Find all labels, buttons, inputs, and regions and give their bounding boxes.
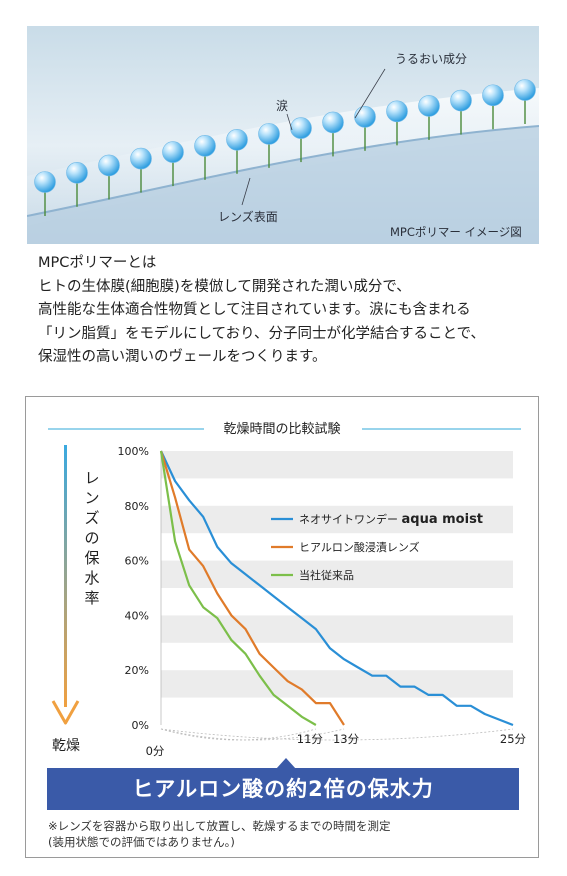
legend-label-1: ヒアルロン酸浸漬レンズ bbox=[299, 540, 420, 554]
y-axis-label-char: 保 bbox=[84, 549, 99, 567]
y-axis-label-char: 水 bbox=[84, 569, 99, 587]
y-axis-label-char: レ bbox=[84, 469, 99, 487]
y-tick-label: 100% bbox=[118, 445, 149, 458]
polymer-molecules bbox=[34, 79, 536, 216]
y-tick-label: 60% bbox=[125, 555, 149, 568]
chart-title: 乾燥時間の比較試験 bbox=[223, 421, 340, 437]
x-tick-label: 25分 bbox=[500, 732, 527, 746]
molecule-ball bbox=[130, 147, 152, 170]
y-tick-label: 0% bbox=[132, 719, 149, 732]
moisture-arrow-shaft bbox=[64, 445, 67, 707]
footnote: ※レンズを容器から取り出して放置し、乾燥するまでの時間を測定 (装用状態での評価… bbox=[48, 818, 391, 850]
description-line: ヒトの生体膜(細胞膜)を模倣して開発された潤い成分で、 bbox=[38, 278, 411, 295]
molecule-ball bbox=[514, 79, 536, 101]
moisture-arrow-head bbox=[51, 700, 80, 725]
x-tick-label: 11分 bbox=[297, 732, 324, 746]
x-tick-label: 0分 bbox=[146, 744, 165, 758]
molecule-ball bbox=[34, 171, 56, 193]
x-tick-label: 13分 bbox=[333, 732, 360, 746]
molecule-ball bbox=[226, 128, 248, 151]
y-axis-label-char: の bbox=[84, 529, 99, 547]
molecule-ball bbox=[194, 135, 216, 157]
grid-band bbox=[161, 560, 513, 588]
result-banner: ヒアルロン酸の約2倍の保水力 bbox=[47, 768, 519, 810]
molecule-ball bbox=[450, 89, 472, 112]
grid-band bbox=[161, 615, 513, 643]
grid-band bbox=[161, 451, 513, 479]
description-line: 「リン脂質」をモデルにしており、分子同士が化学結合することで、 bbox=[38, 325, 486, 342]
grid-band bbox=[161, 670, 513, 698]
mpc-polymer-illustration bbox=[27, 26, 539, 244]
y-tick-label: 40% bbox=[125, 609, 149, 622]
molecule-ball bbox=[322, 111, 344, 134]
molecule-ball bbox=[98, 154, 120, 177]
legend-label-2: 当社従来品 bbox=[299, 568, 354, 582]
banner-notch bbox=[276, 758, 296, 769]
molecule-ball bbox=[418, 95, 440, 117]
duration-arc bbox=[160, 728, 316, 741]
footnote-line-1: ※レンズを容器から取り出して放置し、乾燥するまでの時間を測定 bbox=[48, 819, 391, 833]
grid-band bbox=[161, 505, 513, 534]
duration-arc bbox=[160, 728, 514, 741]
description-line: MPCポリマーとは bbox=[38, 255, 157, 271]
y-tick-label: 20% bbox=[125, 664, 149, 677]
y-axis-label-char: 率 bbox=[84, 589, 99, 607]
mpc-polymer-description: MPCポリマーとは ヒトの生体膜(細胞膜)を模倣して開発された潤い成分で、 高性… bbox=[38, 252, 538, 370]
description-line: 保湿性の高い潤いのヴェールをつくります。 bbox=[38, 349, 327, 365]
molecule-ball bbox=[66, 161, 88, 184]
illustration-caption: MPCポリマー イメージ図 bbox=[390, 225, 522, 239]
label-tears: 涙 bbox=[276, 99, 289, 113]
y-axis-label-char: ズ bbox=[84, 509, 99, 527]
legend-label-0: ネオサイトワンデー aqua moist bbox=[299, 512, 483, 527]
series-line-1 bbox=[159, 450, 345, 726]
duration-arc bbox=[160, 728, 345, 741]
molecule-ball bbox=[482, 84, 504, 107]
label-moisture-component: うるおい成分 bbox=[395, 52, 468, 66]
description-line: 高性能な生体適合性物質として注目されています。涙にも含まれる bbox=[38, 302, 471, 318]
y-axis-bottom-label: 乾燥 bbox=[52, 738, 80, 754]
molecule-ball bbox=[162, 141, 184, 163]
y-tick-label: 80% bbox=[125, 500, 149, 513]
molecule-ball bbox=[258, 123, 280, 145]
molecule-ball bbox=[386, 100, 408, 123]
series-line-0 bbox=[160, 450, 514, 727]
label-lens-surface: レンズ表面 bbox=[218, 210, 278, 224]
y-axis-label-char: ン bbox=[84, 489, 99, 507]
molecule-ball bbox=[290, 117, 312, 139]
footnote-line-2: (装用状態での評価ではありません。) bbox=[48, 835, 235, 849]
series-line-2 bbox=[159, 450, 317, 726]
molecule-ball bbox=[354, 106, 376, 128]
